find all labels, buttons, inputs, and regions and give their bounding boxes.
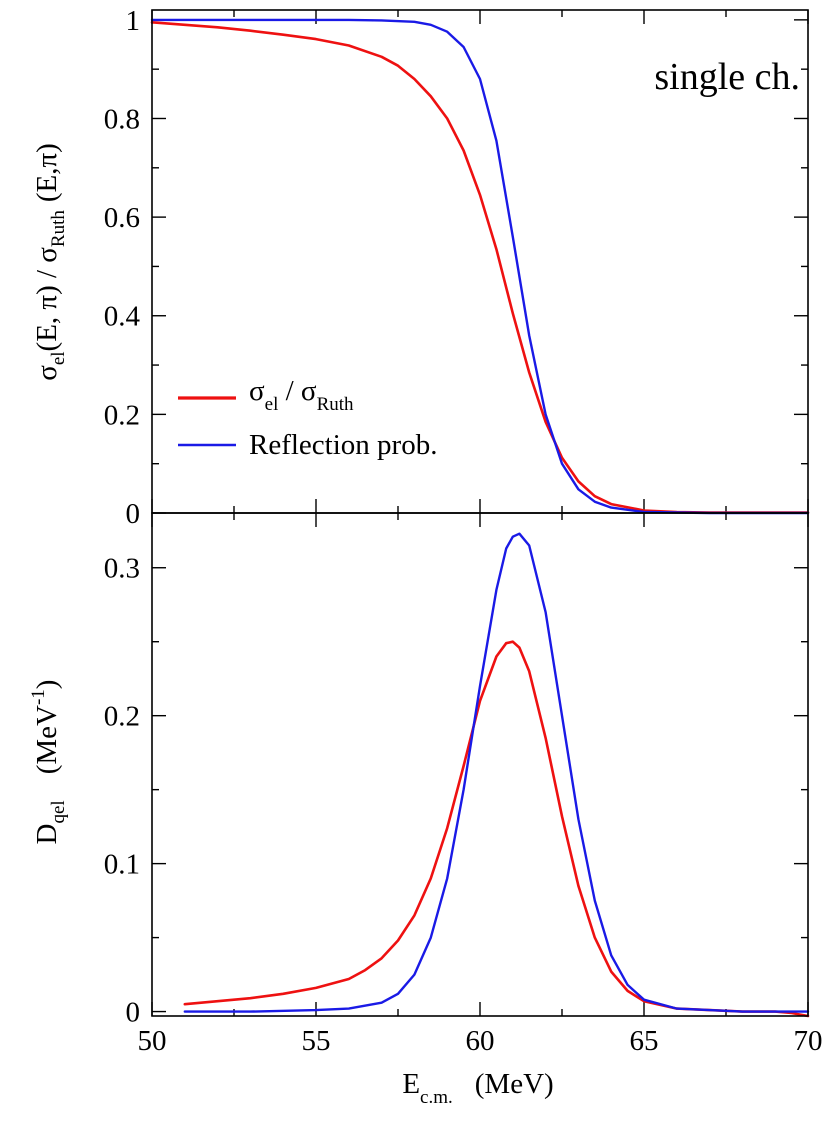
x-axis-title: Ec.m. (MeV)	[402, 1068, 553, 1108]
bottom-ytick-label: 0.3	[104, 553, 140, 585]
bottom-series-elastic-line	[183, 640, 810, 1018]
top-ytick-label: 1	[126, 5, 141, 37]
xlabel-mev: (MeV)	[475, 1068, 554, 1100]
bottom-y-axis-title: Dqel (MeV-1)	[28, 680, 69, 845]
bottom-series-lines	[183, 532, 810, 1018]
legend-elastic-sigma: σ	[249, 375, 265, 407]
x-tick-label: 60	[466, 1025, 495, 1057]
top-ylabel-mid: (E, π) / σ	[31, 247, 63, 352]
x-tick-label: 70	[794, 1025, 823, 1057]
top-ylabel-sigma: σ	[31, 365, 63, 381]
bottom-ytick-label: 0	[126, 997, 141, 1029]
bottom-y-tick-labels: 0 0.1 0.2 0.3	[104, 553, 140, 1029]
bottom-axis-ticks	[151, 513, 809, 1016]
bottom-ylabel-tail: )	[31, 680, 63, 690]
top-ytick-label: 0.6	[104, 202, 140, 234]
top-ytick-label: 0.4	[104, 301, 141, 333]
bottom-ylabel-d: D	[31, 824, 63, 845]
xlabel-sub-cm: c.m.	[420, 1087, 453, 1108]
top-ytick-label: 0	[126, 498, 141, 530]
top-ylabel-tail: (E,π)	[31, 143, 63, 202]
x-tick-label: 55	[302, 1025, 331, 1057]
legend-elastic-sub-el: el	[265, 394, 279, 415]
legend-label-elastic: σel / σRuth	[249, 375, 354, 415]
top-y-tick-labels: 0 0.2 0.4 0.6 0.8 1	[104, 5, 141, 530]
bottom-series-reflection-line	[183, 532, 810, 1013]
single-channel-annotation: single ch.	[654, 56, 800, 98]
bottom-panel: 0 0.1 0.2 0.3 50 55 60 65 70 Dqel (MeV-1) Ec.m. (…	[28, 512, 823, 1108]
x-tick-label: 65	[630, 1025, 659, 1057]
legend-elastic-mid: / σ	[278, 375, 317, 407]
legend-label-reflection: Reflection prob.	[249, 429, 437, 461]
top-ylabel-sub-ruth: Ruth	[48, 210, 69, 247]
bottom-ytick-label: 0.1	[104, 849, 140, 881]
x-tick-labels: 50 55 60 65 70	[138, 1025, 823, 1057]
top-ytick-label: 0.8	[104, 103, 140, 135]
bottom-ylabel-sub-qel: qel	[48, 800, 69, 823]
xlabel-e: E	[402, 1068, 420, 1100]
top-y-axis-title: σel(E, π) / σRuth (E,π)	[31, 143, 69, 381]
legend-elastic-sub-ruth: Ruth	[317, 394, 354, 415]
x-tick-label: 50	[138, 1025, 167, 1057]
top-ylabel-sub-el: el	[48, 351, 69, 365]
bottom-ylabel-mev: (MeV	[31, 705, 63, 774]
legend: σel / σRuth Reflection prob.	[178, 375, 437, 461]
top-panel: 00.20.40.60.81 single ch. σel / σRuth Re…	[31, 5, 810, 530]
bottom-ylabel-sup: -1	[28, 689, 49, 705]
top-ytick-label: 0.2	[104, 399, 140, 431]
bottom-plot-frame	[151, 512, 809, 1017]
bottom-ytick-label: 0.2	[104, 701, 140, 733]
